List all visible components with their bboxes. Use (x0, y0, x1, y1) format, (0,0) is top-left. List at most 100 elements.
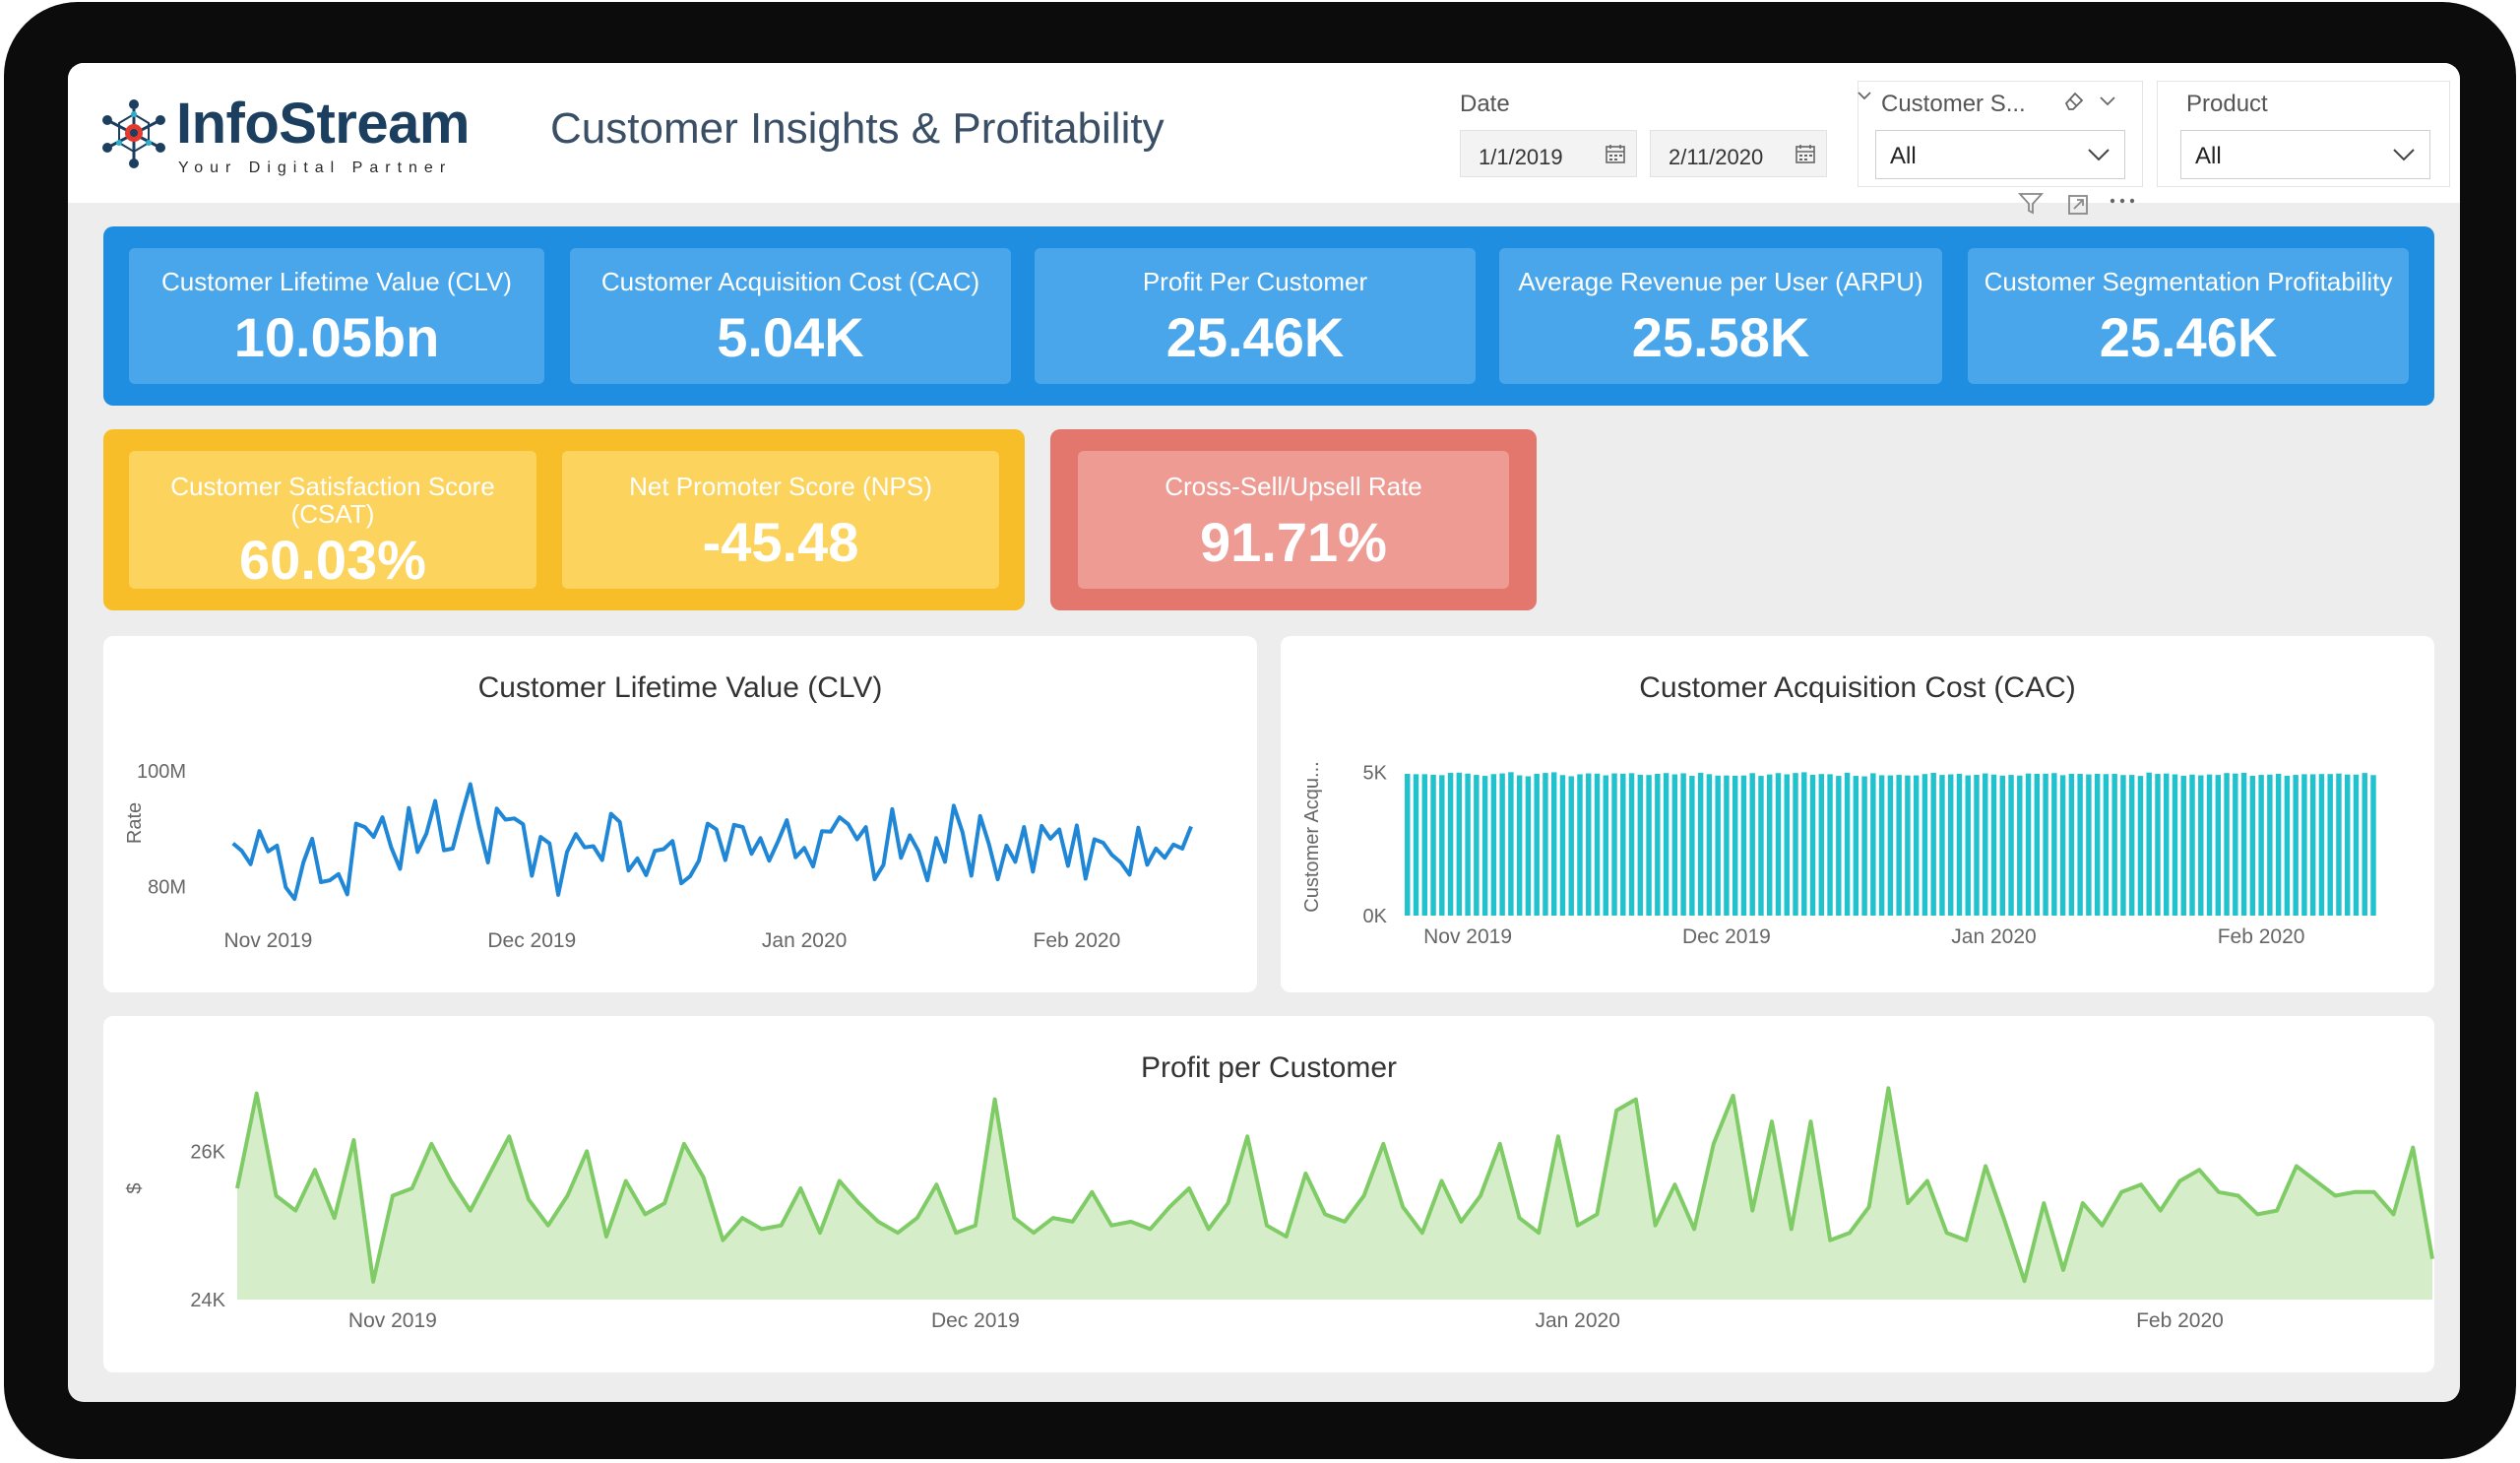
cac-bar (2025, 773, 2032, 916)
brand-name: InfoStream (176, 92, 470, 156)
cac-bar (1646, 775, 1652, 916)
cac-bar (1413, 774, 1419, 916)
more-options-icon[interactable] (2108, 193, 2137, 217)
cac-bar (2224, 773, 2230, 916)
cac-bar (1767, 774, 1773, 916)
chart-title: Customer Lifetime Value (CLV) (477, 671, 883, 704)
clv-series-line (231, 782, 1193, 902)
y-tick-label: 26K (190, 1141, 225, 1163)
kpi-value: 10.05bn (233, 306, 440, 368)
cac-bar (1439, 775, 1445, 916)
product-value: All (2195, 143, 2222, 169)
page-title: Customer Insights & Profitability (550, 104, 1165, 153)
cross-sell-kpi-panel: Cross-Sell/Upsell Rate 91.71% (1050, 429, 1537, 610)
eraser-icon[interactable] (2062, 89, 2086, 112)
product-dropdown[interactable]: All (2180, 130, 2430, 179)
kpi-label: Customer Satisfaction Score (CSAT) (170, 472, 495, 529)
clv-line-chart[interactable]: 80M 100M Nov 2019 Dec 2019 Jan 2020 Feb 2020 R… (103, 636, 1257, 992)
focus-mode-icon[interactable] (2066, 193, 2090, 217)
cac-bar (1939, 775, 1945, 916)
kpi-label: Customer Segmentation Profitability (1984, 267, 2393, 296)
y-axis-label: Customer Acqu... (1301, 761, 1323, 912)
clv-chart-card[interactable]: Customer Lifetime Value (CLV) 80M 100M Nov… (103, 636, 1257, 992)
date-filter-label: Date (1460, 91, 1510, 117)
cac-bar (1637, 774, 1644, 916)
kpi-label: Average Revenue per User (ARPU) (1518, 267, 1923, 296)
calendar-icon[interactable] (1605, 143, 1626, 164)
kpi-label: Profit Per Customer (1142, 267, 1368, 296)
cac-bar (2309, 774, 2316, 916)
satisfaction-kpi-panel: Customer Satisfaction Score (CSAT) 60.03… (103, 429, 1025, 610)
kpi-card-arpu[interactable]: Average Revenue per User (ARPU) 25.58K (1499, 248, 1942, 384)
cac-bar-chart[interactable]: 0K 5K Nov 2019 Dec 2019 Jan 2020 Feb 2020 Cust… (1281, 636, 2434, 992)
cac-chart-card[interactable]: Customer Acquisition Cost (CAC) 0K 5K Nov … (1281, 636, 2434, 992)
cac-bar (1586, 773, 1592, 916)
cac-bar (2137, 776, 2144, 916)
cac-bar (1611, 773, 1617, 916)
profit-chart-card[interactable]: Profit per Customer 24K 26K Nov 2019 Dec 20… (103, 1016, 2434, 1372)
chevron-down-icon[interactable] (1856, 87, 1873, 104)
customer-segment-dropdown[interactable]: All (1875, 130, 2125, 179)
calendar-icon[interactable] (1795, 143, 1816, 164)
date-start-input[interactable]: 1/1/2019 (1460, 130, 1637, 177)
x-tick-label: Dec 2019 (487, 929, 576, 952)
kpi-card-csat[interactable]: Customer Satisfaction Score (CSAT) 60.03… (129, 451, 536, 591)
cac-bar (2215, 775, 2222, 916)
chevron-down-icon[interactable] (2392, 145, 2416, 164)
x-tick-label: Jan 2020 (1535, 1309, 1619, 1332)
kpi-label: Customer Lifetime Value (CLV) (161, 267, 512, 296)
profit-series-line (235, 1086, 2434, 1284)
chevron-down-icon[interactable] (2096, 89, 2119, 112)
kpi-card-profit-per-customer[interactable]: Profit Per Customer 25.46K (1035, 248, 1476, 384)
cac-bar (1456, 772, 1463, 916)
cac-bar (2301, 774, 2307, 916)
chart-title: Profit per Customer (1140, 1051, 1398, 1084)
cac-bar (1655, 774, 1661, 916)
cac-bar (1947, 774, 1954, 916)
kpi-card-clv[interactable]: Customer Lifetime Value (CLV) 10.05bn (129, 248, 544, 384)
cac-bar (1525, 776, 1532, 916)
cac-bar (1887, 775, 1894, 916)
cac-bar (1990, 774, 1997, 916)
cac-bar (2258, 775, 2264, 916)
cac-bar (1878, 775, 1885, 916)
chevron-down-icon[interactable] (2087, 145, 2110, 164)
kpi-value: -45.48 (702, 511, 859, 573)
cac-bar (2198, 775, 2204, 916)
kpi-card-segmentation-profitability[interactable]: Customer Segmentation Profitability 25.4… (1968, 248, 2409, 384)
cac-bar (2327, 774, 2333, 916)
cac-bar (1663, 773, 1670, 916)
x-tick-label: Dec 2019 (1682, 925, 1771, 948)
cac-bar (1689, 776, 1695, 916)
cac-bar (1508, 772, 1514, 916)
cac-bar (2284, 775, 2291, 916)
profit-area-chart[interactable]: 24K 26K Nov 2019 Dec 2019 Jan 2020 Feb 2020 $ (103, 1016, 2434, 1372)
cac-bar (1550, 772, 1557, 916)
filter-icon[interactable] (2017, 191, 2045, 217)
cac-bar (1999, 775, 2005, 916)
cac-bar (2068, 773, 2075, 916)
x-tick-label: Dec 2019 (931, 1309, 1020, 1332)
cac-bar (1836, 776, 1842, 916)
cac-bar (1490, 774, 1497, 916)
kpi-value: 5.04K (717, 306, 864, 368)
y-tick-label: 0K (1363, 906, 1388, 927)
cac-bar (2189, 774, 2195, 916)
cac-bar (1421, 774, 1427, 916)
cac-bar (1724, 775, 1730, 916)
primary-kpi-panel: Customer Lifetime Value (CLV) 10.05bn Cu… (103, 226, 2434, 406)
cac-bar (2362, 773, 2367, 916)
kpi-card-nps[interactable]: Net Promoter Score (NPS) -45.48 (562, 451, 999, 589)
cac-bar (1827, 774, 1833, 916)
customer-segment-label: Customer S... (1881, 91, 2026, 117)
cac-bar (2086, 774, 2092, 916)
kpi-card-cross-sell[interactable]: Cross-Sell/Upsell Rate 91.71% (1078, 451, 1509, 589)
cac-bar (1793, 773, 1798, 916)
kpi-card-cac[interactable]: Customer Acquisition Cost (CAC) 5.04K (570, 248, 1011, 384)
cac-bar (1447, 773, 1454, 916)
cac-bar (1680, 773, 1686, 916)
kpi-value: 25.46K (1166, 306, 1345, 368)
cac-bar (1861, 776, 1867, 916)
date-end-input[interactable]: 2/11/2020 (1650, 130, 1827, 177)
cac-bar (2008, 775, 2014, 916)
